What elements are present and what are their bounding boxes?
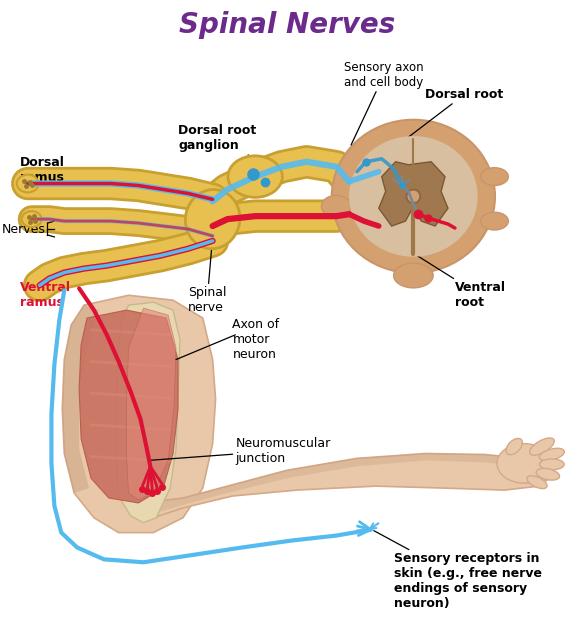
Ellipse shape (530, 438, 554, 455)
Ellipse shape (394, 263, 433, 288)
Polygon shape (379, 162, 448, 226)
Ellipse shape (17, 174, 38, 192)
Polygon shape (62, 295, 216, 533)
Text: Ventral
ramus: Ventral ramus (20, 281, 71, 309)
Ellipse shape (332, 119, 495, 273)
Text: Spinal
nerve: Spinal nerve (188, 237, 226, 314)
Ellipse shape (22, 212, 42, 227)
Polygon shape (117, 302, 180, 523)
Ellipse shape (481, 212, 508, 230)
Ellipse shape (527, 476, 547, 489)
Text: Dorsal
ramus: Dorsal ramus (20, 156, 64, 183)
Ellipse shape (539, 459, 564, 470)
Text: Sensory axon
and cell body: Sensory axon and cell body (344, 61, 424, 145)
Text: Spinal Nerves: Spinal Nerves (179, 12, 395, 39)
Polygon shape (79, 310, 178, 503)
Text: Nerves: Nerves (2, 222, 46, 236)
Ellipse shape (539, 449, 564, 461)
Text: Ventral
root: Ventral root (354, 216, 506, 309)
Ellipse shape (536, 468, 560, 480)
Ellipse shape (506, 438, 523, 455)
Text: Dorsal root: Dorsal root (354, 88, 503, 178)
Ellipse shape (481, 167, 508, 185)
Polygon shape (143, 454, 552, 518)
Polygon shape (143, 454, 524, 514)
Circle shape (407, 189, 420, 203)
Ellipse shape (497, 443, 552, 483)
Polygon shape (62, 305, 99, 493)
Ellipse shape (228, 156, 282, 197)
Text: Sensory receptors in
skin (e.g., free nerve
endings of sensory
neuron): Sensory receptors in skin (e.g., free ne… (374, 530, 542, 610)
Ellipse shape (186, 190, 240, 249)
Ellipse shape (349, 136, 478, 257)
Polygon shape (126, 308, 176, 500)
Text: Dorsal root
ganglion: Dorsal root ganglion (178, 124, 256, 159)
Text: Axon of
motor
neuron: Axon of motor neuron (233, 318, 280, 361)
Ellipse shape (321, 196, 351, 217)
Text: Neuromuscular
junction: Neuromuscular junction (148, 436, 331, 465)
